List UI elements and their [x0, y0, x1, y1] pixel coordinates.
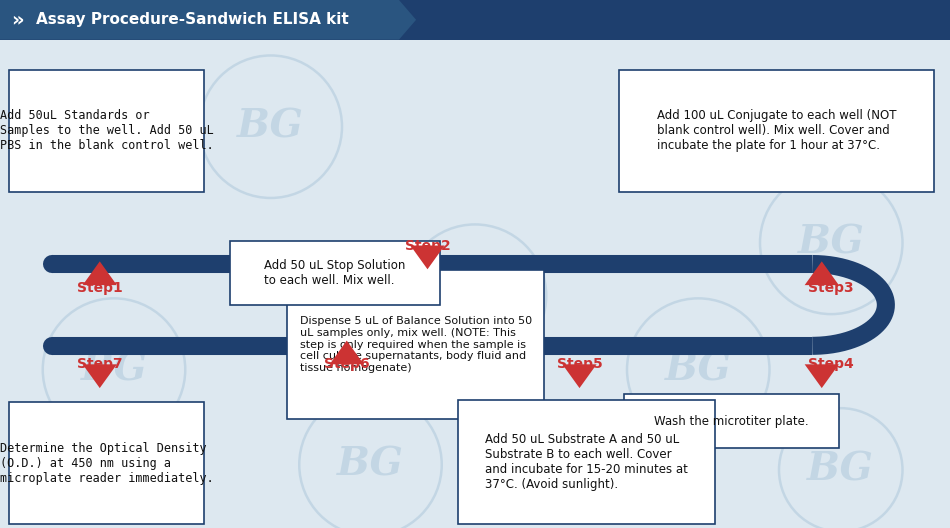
Text: Add 50uL Standards or
Samples to the well. Add 50 uL
PBS in the blank control we: Add 50uL Standards or Samples to the wel… [0, 109, 213, 152]
Text: BG: BG [81, 351, 147, 389]
FancyBboxPatch shape [230, 241, 440, 305]
Text: Step7: Step7 [77, 357, 123, 371]
Text: BG: BG [808, 451, 874, 489]
Text: Step1: Step1 [77, 281, 123, 295]
Polygon shape [805, 261, 839, 285]
Text: Step5: Step5 [557, 357, 602, 371]
FancyBboxPatch shape [9, 402, 204, 524]
Text: Step2: Step2 [405, 239, 450, 252]
Polygon shape [410, 246, 445, 269]
Polygon shape [562, 364, 597, 388]
Text: Wash the microtiter plate.: Wash the microtiter plate. [655, 414, 808, 428]
FancyBboxPatch shape [619, 70, 934, 192]
Text: Determine the Optical Density
(O.D.) at 450 nm using a
microplate reader immedia: Determine the Optical Density (O.D.) at … [0, 442, 213, 485]
Text: Step6: Step6 [324, 357, 370, 371]
Text: »: » [11, 11, 24, 29]
Text: Step3: Step3 [808, 281, 854, 295]
Text: BG: BG [238, 108, 304, 146]
Text: Add 100 uL Conjugate to each well (NOT
blank control well). Mix well. Cover and
: Add 100 uL Conjugate to each well (NOT b… [656, 109, 897, 152]
Text: BG: BG [665, 351, 732, 389]
FancyBboxPatch shape [458, 400, 715, 524]
Polygon shape [0, 0, 416, 40]
Text: BG: BG [798, 224, 864, 262]
Text: Step4: Step4 [808, 357, 854, 371]
Text: Add 50 uL Substrate A and 50 uL
Substrate B to each well. Cover
and incubate for: Add 50 uL Substrate A and 50 uL Substrat… [485, 433, 688, 491]
Polygon shape [805, 364, 839, 388]
Text: BG: BG [337, 446, 404, 484]
Text: Add 50 uL Stop Solution
to each well. Mix well.: Add 50 uL Stop Solution to each well. Mi… [264, 259, 406, 287]
Polygon shape [83, 364, 117, 388]
Polygon shape [83, 261, 117, 285]
FancyBboxPatch shape [9, 70, 204, 192]
FancyBboxPatch shape [287, 270, 544, 419]
Text: Assay Procedure-Sandwich ELISA kit: Assay Procedure-Sandwich ELISA kit [36, 12, 349, 27]
Text: BG: BG [442, 277, 508, 315]
Text: Dispense 5 uL of Balance Solution into 50
uL samples only, mix well. (NOTE: This: Dispense 5 uL of Balance Solution into 5… [299, 316, 532, 373]
FancyBboxPatch shape [0, 0, 950, 40]
Polygon shape [330, 341, 364, 364]
FancyBboxPatch shape [624, 394, 839, 448]
